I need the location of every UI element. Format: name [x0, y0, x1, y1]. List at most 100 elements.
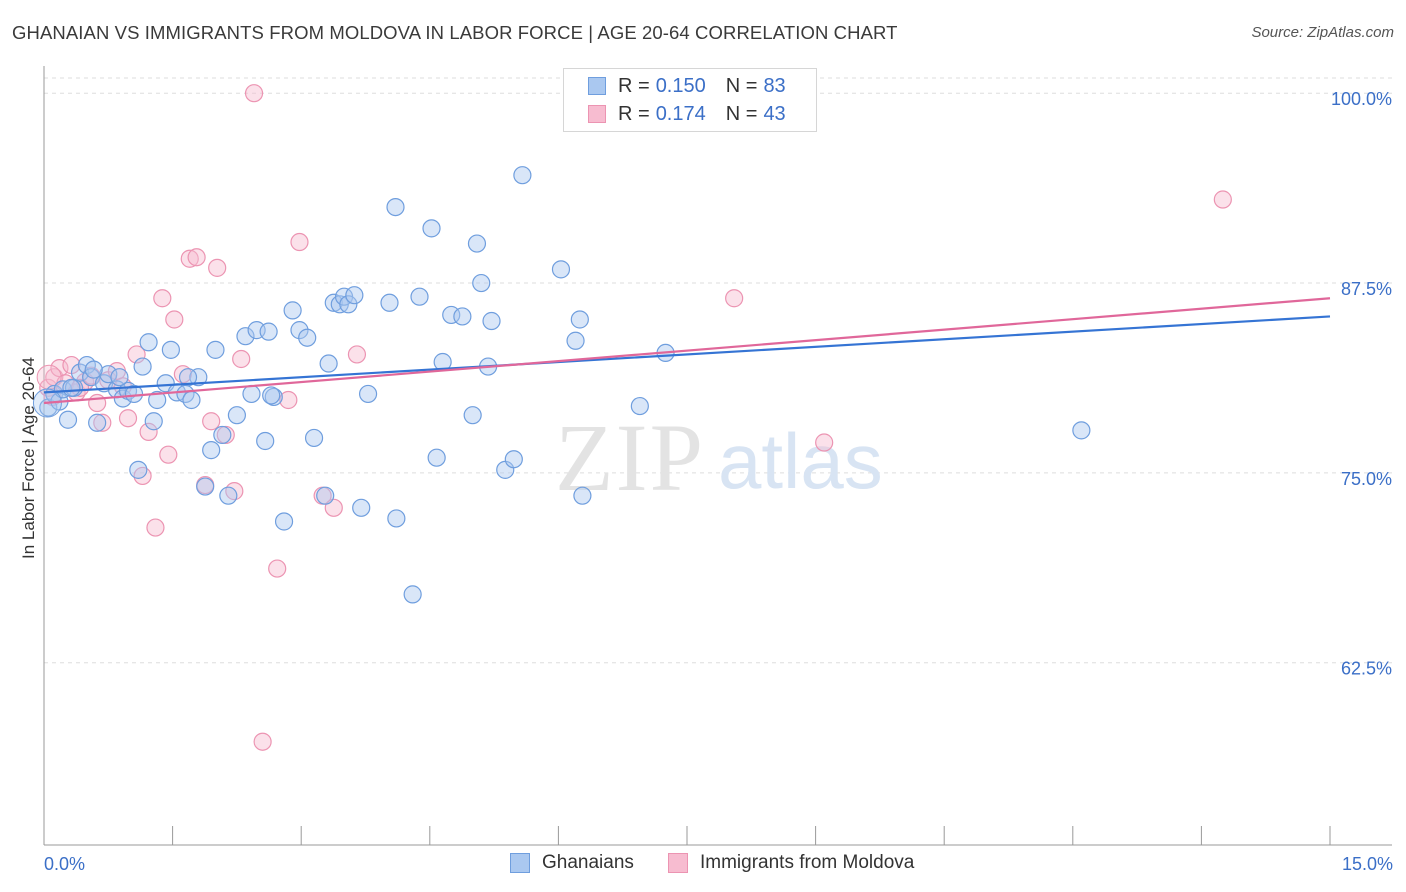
moldova-point — [187, 248, 206, 267]
ghanaian-point — [467, 234, 487, 253]
ghanaian-point — [189, 368, 208, 387]
stats-legend: R = 0.150 N = 83 R = 0.174 N = 43 — [563, 68, 817, 132]
ghanaian-trend-line — [43, 315, 1331, 394]
ghanaian-point — [324, 293, 343, 312]
y-tick-label: 100.0% — [1331, 89, 1392, 109]
series-label: Ghanaians — [542, 852, 634, 873]
ghanaian-point — [202, 441, 221, 460]
ghanaian-point — [206, 340, 225, 359]
ghanaian-point — [566, 331, 585, 350]
ghanaian-point — [513, 166, 532, 185]
ghanaian-point — [339, 295, 358, 314]
moldova-point — [290, 232, 309, 252]
y-axis-label: In Labor Force | Age 20-64 — [19, 357, 38, 559]
ghanaian-point — [99, 365, 118, 384]
legend-n-value: 83 — [763, 74, 786, 97]
ghanaian-point — [410, 287, 429, 306]
y-tick-label: 75.0% — [1341, 469, 1392, 489]
ghanaian-point — [570, 310, 589, 329]
ghanaian-point — [386, 197, 405, 217]
ghanaian-point — [380, 293, 399, 312]
y-tick-label: 87.5% — [1341, 279, 1392, 299]
ghanaian-point — [298, 328, 317, 347]
ghanaian-point — [242, 384, 261, 404]
ghanaian-point — [196, 477, 215, 496]
series-legend-moldova[interactable]: Immigrants from Moldova — [668, 852, 914, 874]
ghanaian-point — [256, 431, 275, 451]
moldova-point — [153, 289, 172, 308]
series-swatch-pink — [668, 853, 688, 873]
moldova-point — [815, 433, 834, 452]
moldova-point — [159, 445, 178, 464]
ghanaian-point — [358, 384, 378, 404]
series-legend-ghanaians[interactable]: Ghanaians — [510, 852, 634, 874]
ghanaian-point — [387, 509, 406, 528]
moldova-point — [165, 310, 184, 329]
ghanaian-point — [345, 286, 364, 305]
ghanaian-point — [1072, 421, 1091, 440]
moldova-point — [725, 289, 744, 308]
y-tick-label: 62.5% — [1341, 659, 1392, 679]
moldova-point — [232, 349, 251, 369]
moldova-trend-line — [43, 297, 1331, 405]
legend-row-moldova: R = 0.174 N = 43 — [588, 101, 786, 127]
tick-labels: 62.5% 75.0% 87.5% 100.0% 0.0% 15.0% — [44, 89, 1393, 874]
trend-lines — [43, 297, 1331, 405]
legend-row-ghanaians: R = 0.150 N = 83 — [588, 73, 786, 99]
ghanaian-point — [422, 219, 441, 238]
axes — [43, 66, 1392, 846]
ghanaian-point — [472, 273, 491, 293]
chart-title: GHANAIAN VS IMMIGRANTS FROM MOLDOVA IN L… — [12, 22, 898, 43]
ghanaian-point — [319, 354, 338, 373]
x-tick-label: 0.0% — [44, 854, 85, 874]
ghanaian-point — [463, 406, 482, 425]
moldova-point — [173, 365, 192, 384]
series-label: Immigrants from Moldova — [700, 852, 915, 873]
grid-lines — [44, 77, 1392, 664]
ghanaian-point — [213, 425, 232, 445]
moldova-point — [1213, 190, 1232, 209]
watermark-zip: ZIP — [555, 404, 705, 511]
ghanaian-point — [453, 307, 472, 326]
ghanaian-point — [70, 363, 90, 382]
legend-n-label: N = — [725, 102, 758, 125]
ghanaian-point — [304, 428, 324, 448]
moldova-point — [146, 518, 165, 537]
ghanaian-point — [236, 327, 255, 346]
moldova-point — [118, 409, 138, 428]
ghanaian-point — [148, 390, 167, 410]
ghanaian-point — [129, 460, 148, 479]
ghanaian-point — [630, 396, 649, 416]
legend-r-value: 0.150 — [655, 74, 706, 97]
ghanaian-point — [551, 260, 571, 279]
ghanaian-point — [133, 357, 152, 376]
series-legend: Ghanaians Immigrants from Moldova — [0, 852, 1406, 878]
ghanaian-point — [161, 340, 180, 359]
ghanaian-point — [62, 378, 81, 397]
ghanaian-point — [573, 486, 592, 505]
moldova-point — [253, 732, 272, 751]
ghanaian-point — [227, 406, 246, 425]
ghanaian-point — [274, 512, 294, 531]
legend-r-label: R = — [618, 102, 650, 125]
moldova-point — [244, 84, 264, 103]
ghanaian-point — [259, 322, 278, 341]
ghanaian-point — [262, 386, 281, 405]
moldova-point — [180, 249, 199, 268]
watermark-atlas: atlas — [718, 417, 883, 505]
ghanaian-point — [283, 301, 302, 320]
ghanaian-point — [352, 498, 371, 517]
moldova-point — [208, 258, 227, 277]
legend-r-label: R = — [618, 74, 650, 97]
ghanaian-point — [84, 360, 103, 379]
watermark: ZIP atlas — [555, 404, 883, 511]
legend-n-label: N = — [725, 74, 758, 97]
x-tick-label: 15.0% — [1342, 854, 1393, 874]
ghanaian-point — [139, 333, 158, 352]
ghanaian-point — [110, 368, 129, 387]
legend-n-value: 43 — [763, 102, 786, 125]
legend-swatch-pink — [588, 105, 606, 123]
moldova-point — [93, 413, 112, 432]
ghanaian-point — [58, 410, 78, 429]
